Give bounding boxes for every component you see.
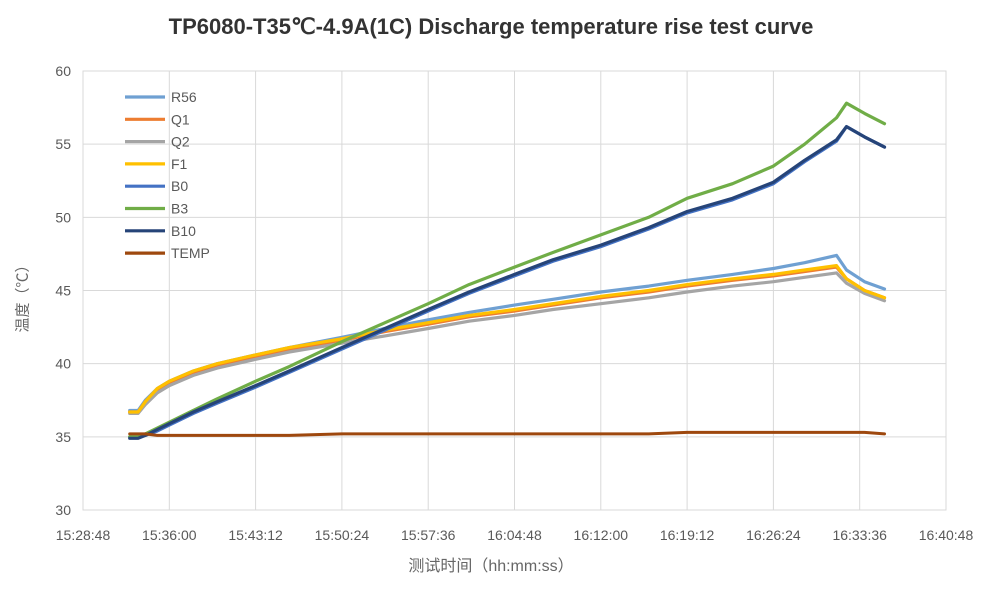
legend-label: TEMP: [171, 245, 210, 261]
x-tick-label: 15:36:00: [142, 527, 197, 543]
x-tick-label: 15:43:12: [228, 527, 283, 543]
x-tick-label: 16:26:24: [746, 527, 801, 543]
x-tick-label: 16:12:00: [574, 527, 629, 543]
legend-label: B0: [171, 178, 188, 194]
legend-label: Q1: [171, 111, 190, 127]
y-tick-label: 35: [55, 429, 71, 445]
x-tick-label: 15:50:24: [315, 527, 370, 543]
legend-label: Q2: [171, 134, 190, 150]
y-tick-label: 40: [55, 356, 71, 372]
chart-title: TP6080-T35℃-4.9A(1C) Discharge temperatu…: [168, 14, 814, 39]
legend-label: R56: [171, 89, 197, 105]
series-line-b10: [128, 124, 887, 440]
legend-label: B3: [171, 201, 188, 217]
x-tick-label: 15:28:48: [56, 527, 111, 543]
series-line-f1: [128, 264, 887, 414]
series-line-temp: [128, 430, 886, 437]
x-axis-label: 测试时间（hh:mm:ss）: [408, 558, 574, 575]
legend-label: B10: [171, 223, 196, 239]
series-line-q2: [128, 271, 887, 415]
y-tick-label: 60: [55, 63, 71, 79]
x-tick-label: 16:19:12: [660, 527, 715, 543]
y-tick-label: 45: [55, 283, 71, 299]
y-tick-label: 30: [55, 502, 71, 518]
y-tick-label: 50: [55, 209, 71, 225]
x-tick-label: 16:04:48: [487, 527, 542, 543]
legend-label: F1: [171, 156, 188, 172]
y-tick-label: 55: [55, 136, 71, 152]
x-tick-label: 16:40:48: [919, 527, 974, 543]
x-tick-label: 16:33:36: [832, 527, 887, 543]
x-tick-label: 15:57:36: [401, 527, 456, 543]
